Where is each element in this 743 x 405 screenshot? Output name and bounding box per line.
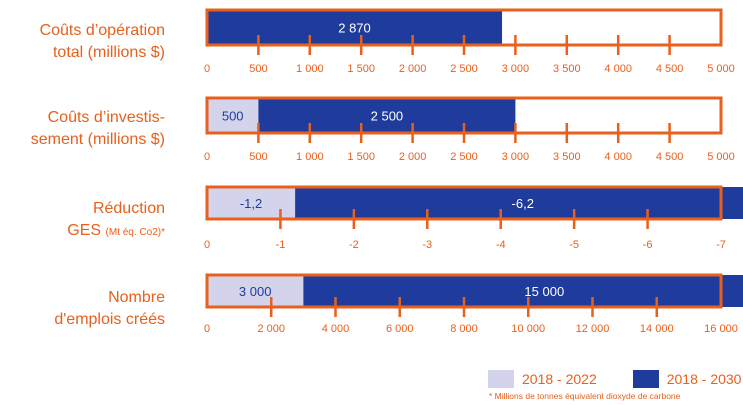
axis-tick-label: 2 500 bbox=[450, 151, 478, 163]
axis-tick-label: 3 500 bbox=[553, 151, 581, 163]
legend-item-2018-2022: 2018 - 2022 bbox=[488, 370, 597, 388]
axis-tick-label: 0 bbox=[204, 323, 210, 335]
row-label-operating-costs: Coûts d’opération total (millions $) bbox=[40, 20, 165, 64]
bar-value-label: 500 bbox=[222, 109, 244, 124]
row-label-jobs: Nombre d'emplois créés bbox=[54, 287, 165, 331]
axis-tick-label: 5 000 bbox=[707, 63, 735, 75]
row-label-ghg-reduction: Réduction GES (Mt éq. Co2)* bbox=[67, 198, 165, 244]
axis-tick-label: 1 500 bbox=[347, 151, 375, 163]
axis-tick-label: 4 500 bbox=[656, 63, 684, 75]
axis-tick-label: 4 000 bbox=[322, 323, 350, 335]
bar-value-label: 15 000 bbox=[524, 284, 564, 299]
axis-tick-label: 3 000 bbox=[502, 151, 530, 163]
row-label-line: Réduction bbox=[92, 200, 165, 217]
axis-tick-label: 0 bbox=[204, 151, 210, 163]
axis-tick-label: 16 000 bbox=[704, 323, 738, 335]
axis-tick-label: 500 bbox=[249, 151, 267, 163]
row-label-line: d'emplois créés bbox=[54, 311, 165, 328]
bar-value-label: 3 000 bbox=[239, 284, 272, 299]
axis-tick-label: -7 bbox=[716, 239, 726, 251]
row-label-line: total (millions $) bbox=[52, 44, 165, 61]
axis-tick-label: 0 bbox=[204, 63, 210, 75]
axis-tick-label: 500 bbox=[249, 63, 267, 75]
axis-tick-label: -1 bbox=[276, 239, 286, 251]
axis-tick-label: 3 000 bbox=[502, 63, 530, 75]
row-label-line: sement (millions $) bbox=[30, 131, 165, 148]
axis-tick-label: -3 bbox=[422, 239, 432, 251]
axis-tick-label: -4 bbox=[496, 239, 506, 251]
row-label-ghg-unit: (Mt éq. Co2)* bbox=[105, 227, 165, 238]
row-label-ghg: GES bbox=[67, 222, 102, 239]
axis-tick-label: -2 bbox=[349, 239, 359, 251]
axis-tick-label: 3 500 bbox=[553, 63, 581, 75]
bar-value-label: 2 500 bbox=[371, 109, 404, 124]
axis-tick-label: -6 bbox=[643, 239, 653, 251]
axis-tick-label: 4 000 bbox=[604, 63, 632, 75]
legend-label-period1: 2018 - 2022 bbox=[522, 371, 597, 387]
bar-segment bbox=[207, 10, 503, 45]
bar-frame bbox=[205, 185, 723, 221]
bar-value-label: -1,2 bbox=[240, 196, 262, 211]
bar-segment bbox=[207, 275, 304, 307]
axis-tick-label: 2 000 bbox=[399, 63, 427, 75]
axis-tick-label: 10 000 bbox=[511, 323, 545, 335]
legend-item-2018-2030: 2018 - 2030 bbox=[632, 370, 742, 388]
legend-swatch-period2 bbox=[632, 370, 659, 388]
axis-tick-label: 2 000 bbox=[257, 323, 285, 335]
bar-segment bbox=[295, 187, 743, 219]
bar-value-label: 2 870 bbox=[338, 21, 371, 36]
legend-label-period2: 2018 - 2030 bbox=[666, 371, 742, 387]
bar-segment bbox=[207, 98, 259, 133]
footnote: * Millions de tonnes équivalent dioxyde … bbox=[489, 391, 681, 401]
axis-tick-label: 2 000 bbox=[399, 151, 427, 163]
axis-tick-label: 8 000 bbox=[450, 323, 478, 335]
bar-value-label: -6,2 bbox=[512, 196, 534, 211]
axis-tick-label: 12 000 bbox=[576, 323, 610, 335]
axis-tick-label: 1 000 bbox=[296, 151, 324, 163]
row-label-investment-costs: Coûts d’investis- sement (millions $) bbox=[31, 107, 165, 151]
row-label-line: Coûts d’opération bbox=[39, 22, 165, 39]
bar-segment bbox=[303, 275, 743, 307]
axis-tick-label: 1 000 bbox=[296, 63, 324, 75]
legend-swatch-period1 bbox=[488, 370, 514, 388]
axis-tick-label: -5 bbox=[569, 239, 579, 251]
axis-tick-label: 5 000 bbox=[707, 151, 735, 163]
axis-tick-label: 1 500 bbox=[347, 63, 375, 75]
row-label-line: Coûts d’investis- bbox=[47, 109, 165, 126]
axis-tick-label: 4 000 bbox=[604, 151, 632, 163]
row-label-line-with-unit: GES (Mt éq. Co2)* bbox=[67, 220, 165, 244]
axis-tick-label: 6 000 bbox=[386, 323, 414, 335]
row-label-line: Nombre bbox=[108, 289, 165, 306]
axis-tick-label: 4 500 bbox=[656, 151, 684, 163]
legend: 2018 - 2022 2018 - 2030 bbox=[488, 370, 741, 388]
axis-tick-label: 14 000 bbox=[640, 323, 674, 335]
axis-tick-label: 2 500 bbox=[450, 63, 478, 75]
bar-segment bbox=[258, 98, 516, 133]
axis-tick-label: 0 bbox=[204, 239, 210, 251]
